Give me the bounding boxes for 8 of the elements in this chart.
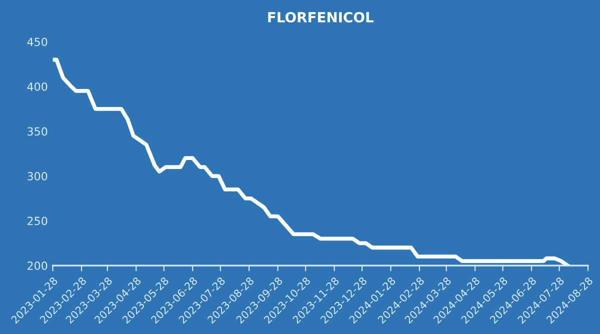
line-series bbox=[52, 58, 570, 266]
y-tick-label: 250 bbox=[28, 216, 48, 226]
y-tick-label: 350 bbox=[28, 127, 48, 136]
chart-title: FLORFENICOL bbox=[268, 12, 374, 23]
y-tick-label: 300 bbox=[28, 172, 48, 180]
y-tick-label: 200 bbox=[28, 262, 48, 270]
y-tick-label: 400 bbox=[27, 82, 48, 91]
y-tick-label: 450 bbox=[27, 38, 48, 46]
